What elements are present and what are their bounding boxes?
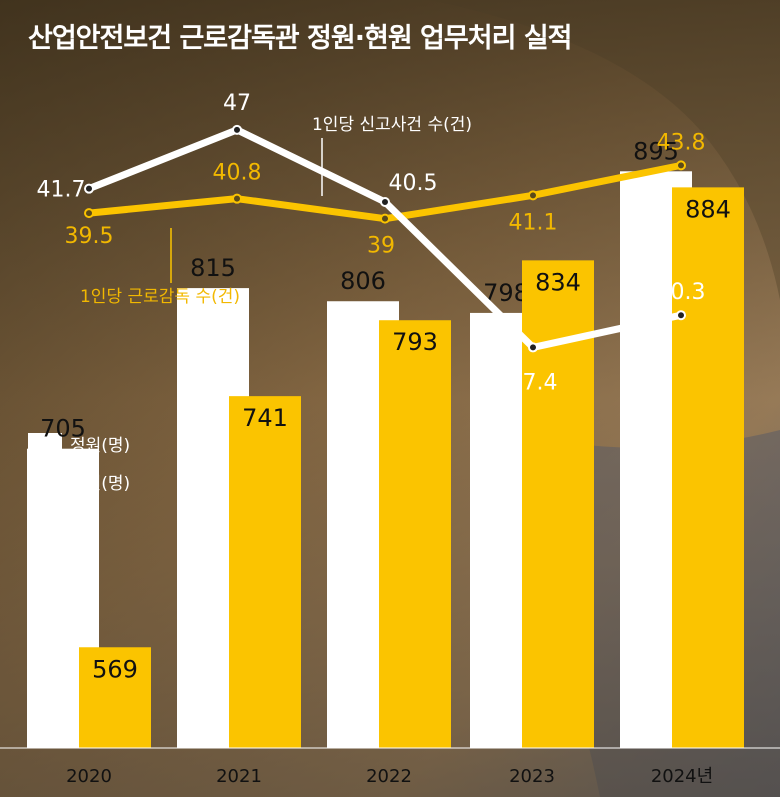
bar-current-2022 [379, 320, 451, 748]
line-value-label: 40.8 [213, 161, 262, 186]
line-value-label: 43.8 [657, 130, 706, 155]
line-value-label: 39 [367, 234, 395, 259]
chart-title: 산업안전보건 근로감독관 정원·현원 업무처리 실적 [28, 23, 572, 54]
series-name-inspections: 1인당 근로감독 수(건) [80, 287, 240, 307]
line-point-reports [380, 197, 390, 207]
bar-value-label: 741 [242, 404, 288, 432]
line-value-label: 41.1 [509, 210, 558, 235]
bar-value-label: 793 [392, 328, 438, 356]
bar-value-label: 815 [190, 254, 236, 282]
line-value-label: 27.4 [509, 370, 558, 395]
bar-current-2024년 [672, 187, 744, 749]
line-point-inspections [84, 208, 94, 219]
line-value-label: 39.5 [65, 224, 114, 249]
line-point-reports [84, 183, 94, 194]
line-value-label: 30.3 [657, 280, 706, 305]
line-point-inspections [232, 193, 242, 204]
line-value-label: 47 [223, 91, 251, 116]
x-tick-label: 2024년 [651, 766, 713, 787]
x-tick-label: 2021 [216, 766, 262, 787]
line-value-label: 41.7 [37, 178, 86, 203]
line-point-reports [528, 342, 538, 353]
x-tick-label: 2022 [366, 766, 412, 787]
bar-value-label: 834 [535, 268, 581, 296]
line-point-inspections [676, 160, 686, 171]
line-point-inspections [528, 190, 538, 201]
bar-value-label: 806 [340, 267, 386, 295]
line-point-reports [232, 124, 242, 135]
bar-current-2020 [79, 647, 151, 748]
x-tick-label: 2020 [66, 766, 112, 787]
bar-value-label: 884 [685, 195, 731, 223]
line-point-inspections [380, 213, 390, 224]
line-series-inspections [85, 161, 685, 223]
series-name-reports: 1인당 신고사건 수(건) [312, 115, 472, 135]
bar-value-label: 705 [40, 415, 86, 443]
bar-value-label: 895 [633, 137, 679, 165]
bar-current-2021 [229, 396, 301, 748]
line-point-reports [676, 310, 686, 321]
bar-value-label: 569 [92, 655, 138, 683]
x-tick-label: 2023 [509, 766, 555, 787]
line-value-label: 40.5 [389, 171, 438, 196]
